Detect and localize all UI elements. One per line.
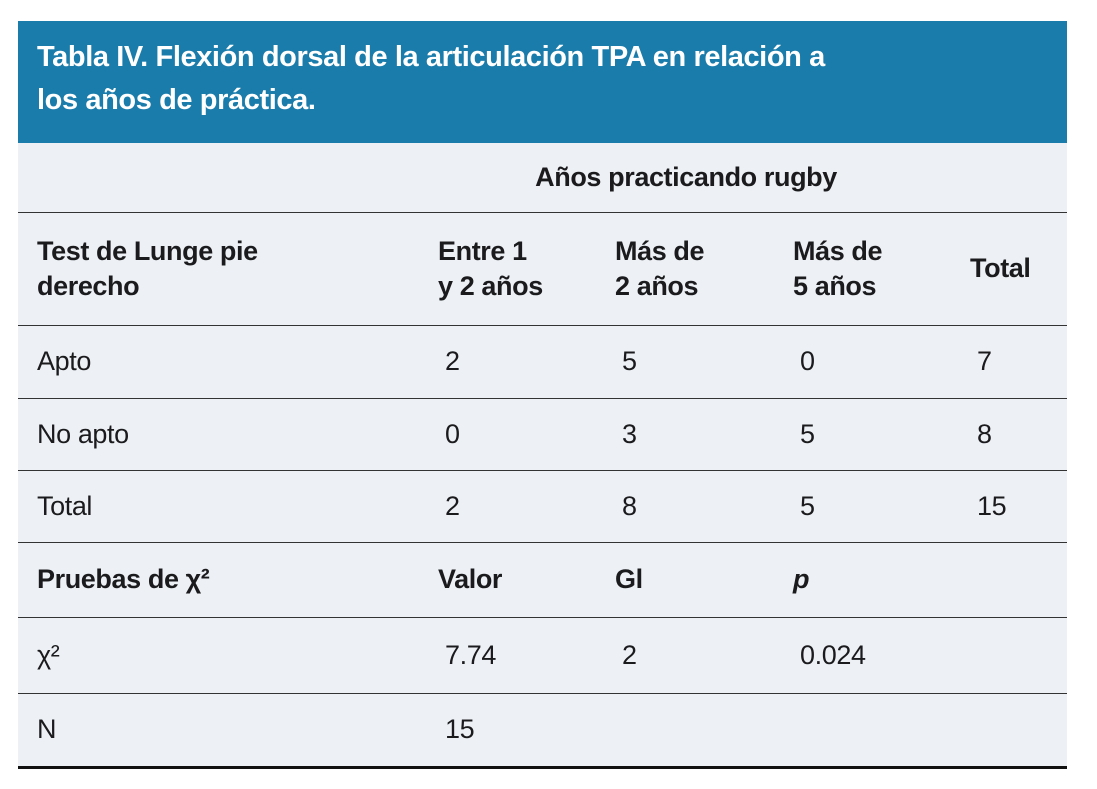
crosstab-table: Años practicando rugby Test de Lunge pie… <box>18 143 1068 769</box>
table-row-apto: Apto 2 5 0 7 <box>18 325 1068 399</box>
table-row-total: Total 2 8 5 15 <box>18 470 1068 543</box>
group-header-row: Años practicando rugby <box>18 143 1068 213</box>
row-header-test-lunge: Test de Lunge pie derecho <box>18 212 420 326</box>
table-title-bar: Tabla IV. Flexión dorsal de la articulac… <box>18 21 1067 143</box>
cell-value: 0 <box>420 398 597 471</box>
table-iv-card: Tabla IV. Flexión dorsal de la articulac… <box>18 21 1068 769</box>
cell-value: 8 <box>952 398 1068 471</box>
cell-value: 2 <box>420 325 597 399</box>
cell-value: 7 <box>952 325 1068 399</box>
cell-value <box>597 693 775 769</box>
empty-cell <box>18 143 420 213</box>
row-label: No apto <box>18 398 420 471</box>
table-row-chi-squared: χ² 7.74 2 0.024 <box>18 617 1068 694</box>
row-label: Apto <box>18 325 420 399</box>
row-label: N <box>18 693 420 769</box>
cell-value <box>775 693 953 769</box>
cell-value: 0.024 <box>775 617 953 694</box>
table-row-n: N 15 <box>18 693 1068 769</box>
cell-value <box>952 693 1068 769</box>
cell-value: 2 <box>420 470 597 543</box>
cell-value <box>952 617 1068 694</box>
col-header-mas-de-2: Más de 2 años <box>597 212 775 326</box>
col-header-entre-1-y-2: Entre 1 y 2 años <box>420 212 597 326</box>
group-header-anos-practicando-rugby: Años practicando rugby <box>420 143 953 213</box>
cell-value: 5 <box>775 398 953 471</box>
row-label: χ² <box>18 617 420 694</box>
cell-value: 2 <box>597 617 775 694</box>
column-header-row: Test de Lunge pie derecho Entre 1 y 2 añ… <box>18 212 1068 326</box>
cell-value: 15 <box>420 693 597 769</box>
cell-value: 7.74 <box>420 617 597 694</box>
cell-value: 5 <box>775 470 953 543</box>
cell-value: 3 <box>597 398 775 471</box>
col-header-mas-de-5: Más de 5 años <box>775 212 953 326</box>
stats-col-header-p: p <box>775 542 953 618</box>
row-label: Total <box>18 470 420 543</box>
cell-value: 8 <box>597 470 775 543</box>
cell-value: 5 <box>597 325 775 399</box>
empty-cell <box>952 542 1068 618</box>
empty-cell <box>952 143 1068 213</box>
cell-value: 15 <box>952 470 1068 543</box>
stats-header-row: Pruebas de χ² Valor Gl p <box>18 542 1068 618</box>
stats-col-header-gl: Gl <box>597 542 775 618</box>
stats-section-label: Pruebas de χ² <box>18 542 420 618</box>
col-header-total: Total <box>952 212 1068 326</box>
stats-col-header-valor: Valor <box>420 542 597 618</box>
cell-value: 0 <box>775 325 953 399</box>
table-row-no-apto: No apto 0 3 5 8 <box>18 398 1068 471</box>
